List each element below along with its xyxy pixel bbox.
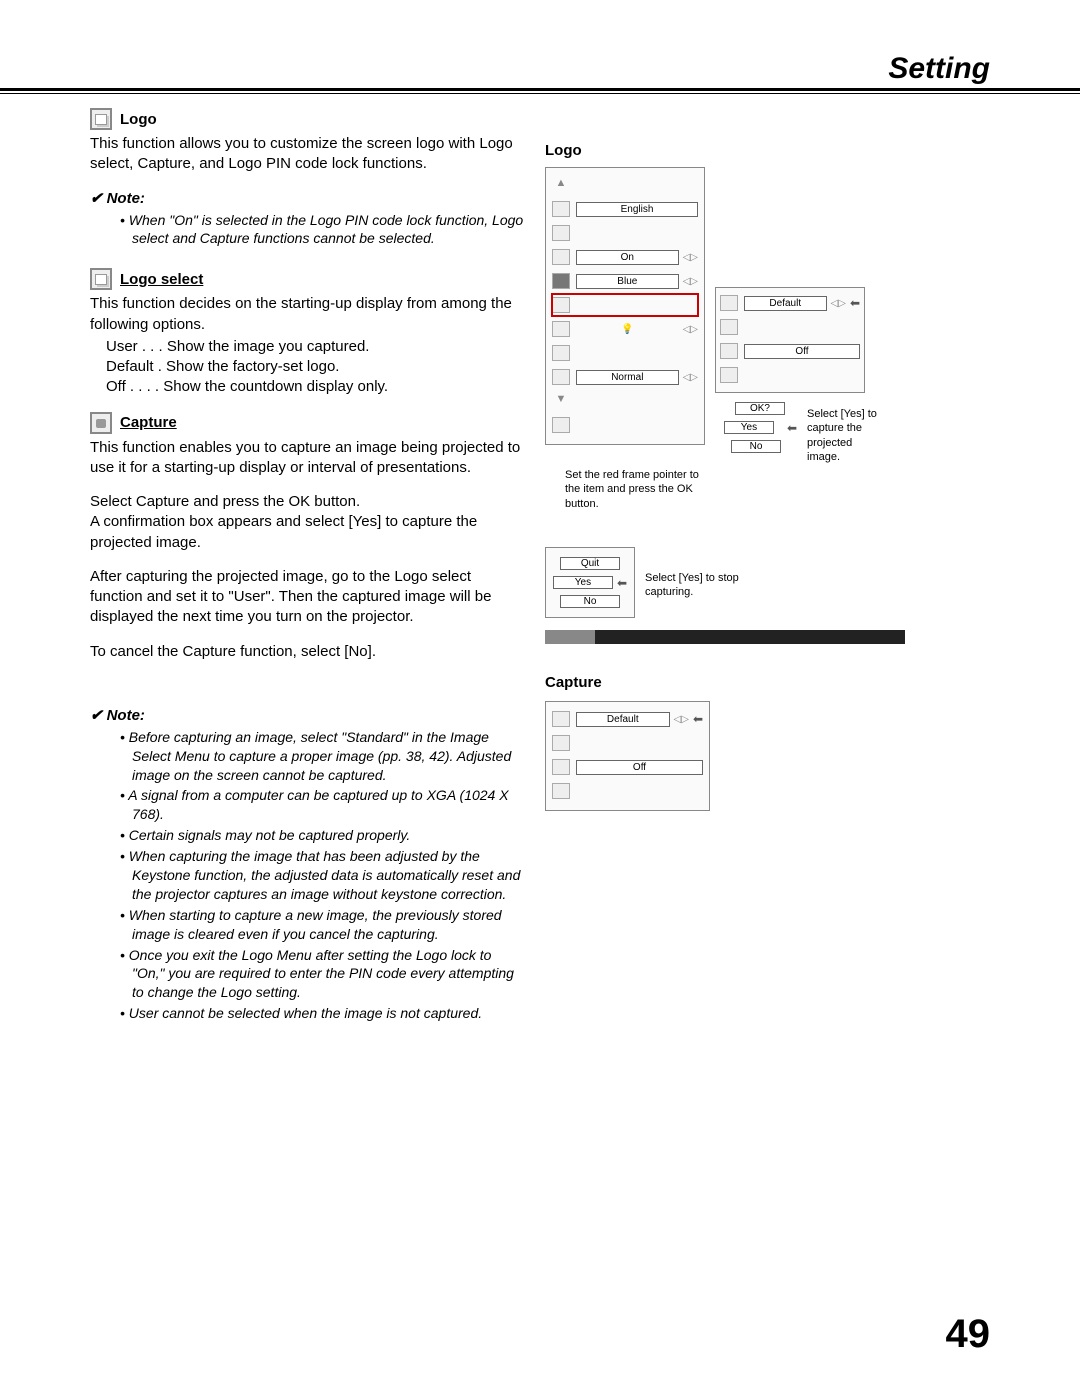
- adjust-arrows-icon[interactable]: ◁▷: [683, 324, 698, 335]
- logo-select-heading-row: Logo select: [90, 268, 525, 290]
- adjust-arrows-icon[interactable]: ◁▷: [674, 714, 689, 725]
- logo-heading: Logo: [120, 111, 157, 128]
- rule-thin: [0, 93, 1080, 94]
- option-off: Off . . . . Show the countdown display o…: [106, 377, 525, 397]
- logo-select-icon: [90, 268, 112, 290]
- menu-icon: [552, 711, 570, 727]
- page-number: 49: [946, 1312, 991, 1357]
- pointer-arrow-icon: ⬅: [617, 576, 627, 590]
- menu-icon: [552, 345, 570, 361]
- note-item: Certain signals may not be captured prop…: [120, 826, 525, 845]
- lamp-icon: [552, 321, 570, 337]
- capture-p3: A confirmation box appears and select [Y…: [90, 512, 525, 553]
- menu-icon: [552, 759, 570, 775]
- capture-menu-panel: Default ◁▷ ⬅ Off: [545, 701, 710, 811]
- note-item: Before capturing an image, select "Stand…: [120, 728, 525, 785]
- note-item: User cannot be selected when the image i…: [120, 1004, 525, 1023]
- adjust-arrows-icon[interactable]: ◁▷: [831, 298, 846, 309]
- note-heading-1: Note:: [90, 189, 525, 207]
- ok-label: OK?: [735, 402, 785, 415]
- quit-button[interactable]: Quit: [560, 557, 620, 570]
- logo-heading-row: Logo: [90, 108, 525, 130]
- capture-panel-label: Capture: [545, 674, 985, 691]
- logo-select-heading: Logo select: [120, 271, 203, 288]
- note-list-2: Before capturing an image, select "Stand…: [90, 728, 525, 1023]
- camera-icon: [90, 412, 112, 434]
- note-item: When capturing the image that has been a…: [120, 847, 525, 904]
- menu-icon: [552, 201, 570, 217]
- logo-menu-panel: ▲ English On ◁▷ Blue ◁▷ 💡 ◁▷ Normal ◁▷ ▼: [545, 167, 705, 445]
- menu-value-on[interactable]: On: [576, 250, 679, 265]
- progress-bar: [545, 630, 905, 644]
- note-item: When starting to capture a new image, th…: [120, 906, 525, 944]
- menu-icon: [552, 297, 570, 313]
- adjust-arrows-icon[interactable]: ◁▷: [683, 372, 698, 383]
- quit-panel: Quit Yes ⬅ No: [545, 547, 635, 618]
- progress-fill: [545, 630, 595, 644]
- quit-no-button[interactable]: No: [560, 595, 620, 608]
- right-column: Logo ▲ English On ◁▷ Blue ◁▷ 💡 ◁▷ Normal ◁▷ …: [545, 142, 985, 811]
- capture-p4: After capturing the projected image, go …: [90, 567, 525, 628]
- scroll-down-icon[interactable]: ▼: [552, 393, 570, 409]
- logo-icon: [90, 108, 112, 130]
- pointer-arrow-icon: ⬅: [850, 296, 860, 310]
- menu-icon: [552, 369, 570, 385]
- scroll-up-icon[interactable]: ▲: [552, 177, 570, 193]
- logo-panel-label: Logo: [545, 142, 985, 159]
- note-item: Once you exit the Logo Menu after settin…: [120, 946, 525, 1003]
- quit-hint: Select [Yes] to stop capturing.: [645, 571, 765, 600]
- camera-icon: [552, 735, 570, 751]
- exit-icon[interactable]: [552, 417, 570, 433]
- menu-value-english[interactable]: English: [576, 202, 698, 217]
- note-list-1: When "On" is selected in the Logo PIN co…: [90, 211, 525, 249]
- hint-right: Select [Yes] to capture the projected im…: [807, 407, 887, 464]
- adjust-arrows-icon[interactable]: ◁▷: [683, 276, 698, 287]
- page-title: Setting: [888, 52, 990, 86]
- capture-p1: This function enables you to capture an …: [90, 438, 525, 479]
- menu-value-normal[interactable]: Normal: [576, 370, 679, 385]
- menu-icon: [720, 295, 738, 311]
- capture-value-default[interactable]: Default: [576, 712, 670, 727]
- exit-icon[interactable]: [552, 783, 570, 799]
- pointer-arrow-icon: ⬅: [787, 421, 797, 435]
- capture-value-off[interactable]: Off: [576, 760, 703, 775]
- menu-value-lamp: 💡: [576, 323, 679, 336]
- hint-left: Set the red frame pointer to the item an…: [565, 468, 700, 511]
- logo-intro: This function allows you to customize th…: [90, 134, 525, 175]
- note-item: A signal from a computer can be captured…: [120, 786, 525, 824]
- exit-icon[interactable]: [720, 367, 738, 383]
- note-item: When "On" is selected in the Logo PIN co…: [120, 211, 525, 249]
- logo-select-intro: This function decides on the starting-up…: [90, 294, 525, 335]
- capture-heading-row: Capture: [90, 412, 525, 434]
- camera-icon: [720, 319, 738, 335]
- capture-heading: Capture: [120, 414, 177, 431]
- no-button[interactable]: No: [731, 440, 781, 453]
- option-user: User . . . Show the image you captured.: [106, 337, 525, 357]
- side-value-off[interactable]: Off: [744, 344, 860, 359]
- quit-yes-button[interactable]: Yes: [553, 576, 613, 589]
- capture-p2: Select Capture and press the OK button.: [90, 492, 525, 512]
- left-column: Logo This function allows you to customi…: [90, 108, 525, 1025]
- menu-icon: [552, 273, 570, 289]
- menu-icon: [552, 249, 570, 265]
- menu-icon: [552, 225, 570, 241]
- menu-icon: [720, 343, 738, 359]
- pointer-arrow-icon: ⬅: [693, 712, 703, 726]
- logo-side-panel: Default ◁▷ ⬅ Off: [715, 287, 865, 393]
- capture-p5: To cancel the Capture function, select […: [90, 642, 525, 662]
- adjust-arrows-icon[interactable]: ◁▷: [683, 252, 698, 263]
- rule-thick: [0, 88, 1080, 91]
- option-default: Default . Show the factory-set logo.: [106, 357, 525, 377]
- yes-button[interactable]: Yes: [724, 421, 774, 434]
- note-heading-2: Note:: [90, 706, 525, 724]
- menu-value-blue[interactable]: Blue: [576, 274, 679, 289]
- side-value-default[interactable]: Default: [744, 296, 827, 311]
